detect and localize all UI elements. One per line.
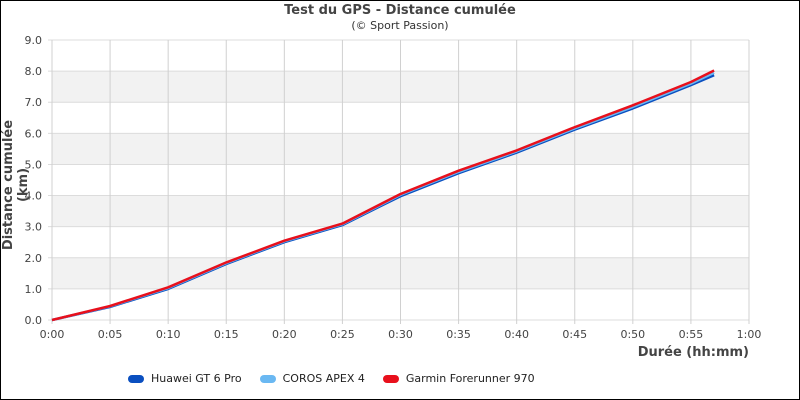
x-tick-label: 0:00	[40, 328, 65, 341]
y-axis-label: Distance cumulée (km)	[1, 119, 31, 251]
y-tick-label: 9.0	[25, 34, 43, 47]
y-tick-label: 1.0	[25, 283, 43, 296]
y-tick-label: 4.0	[25, 190, 43, 203]
x-tick-label: 0:05	[98, 328, 123, 341]
x-axis-label: Durée (hh:mm)	[637, 345, 749, 360]
x-tick-label: 0:55	[679, 328, 704, 341]
x-tick-label: 0:20	[272, 328, 297, 341]
x-tick-label: 0:45	[562, 328, 587, 341]
legend: Huawei GT 6 Pro COROS APEX 4 Garmin Fore…	[128, 372, 535, 385]
legend-label: Huawei GT 6 Pro	[151, 372, 242, 385]
chart-title: Test du GPS - Distance cumulée	[284, 3, 516, 18]
x-tick-label: 0:30	[388, 328, 413, 341]
legend-item-huawei[interactable]: Huawei GT 6 Pro	[128, 372, 242, 385]
y-tick-label: 3.0	[25, 221, 43, 234]
x-tick-label: 0:10	[156, 328, 181, 341]
chart-subtitle: (© Sport Passion)	[351, 19, 449, 32]
y-tick-label: 2.0	[25, 252, 43, 265]
x-tick-label: 0:25	[330, 328, 355, 341]
legend-swatch-icon	[382, 374, 399, 383]
x-tick-label: 0:40	[504, 328, 529, 341]
x-tick-label: 1:00	[737, 328, 762, 341]
y-tick-label: 6.0	[25, 127, 43, 140]
y-tick-label: 7.0	[25, 96, 43, 109]
legend-swatch-icon	[128, 374, 144, 383]
x-tick-label: 0:35	[446, 328, 471, 341]
legend-item-coros[interactable]: COROS APEX 4	[259, 372, 365, 385]
y-tick-label: 0.0	[25, 314, 43, 327]
legend-label: Garmin Forerunner 970	[405, 372, 535, 385]
legend-item-garmin[interactable]: Garmin Forerunner 970	[382, 372, 535, 385]
x-tick-label: 0:15	[214, 328, 239, 341]
x-tick-label: 0:50	[620, 328, 645, 341]
y-tick-label: 8.0	[25, 65, 43, 78]
series-line-2	[51, 69, 715, 322]
legend-label: COROS APEX 4	[282, 372, 365, 385]
legend-swatch-icon	[259, 374, 276, 383]
y-tick-label: 5.0	[25, 158, 43, 171]
